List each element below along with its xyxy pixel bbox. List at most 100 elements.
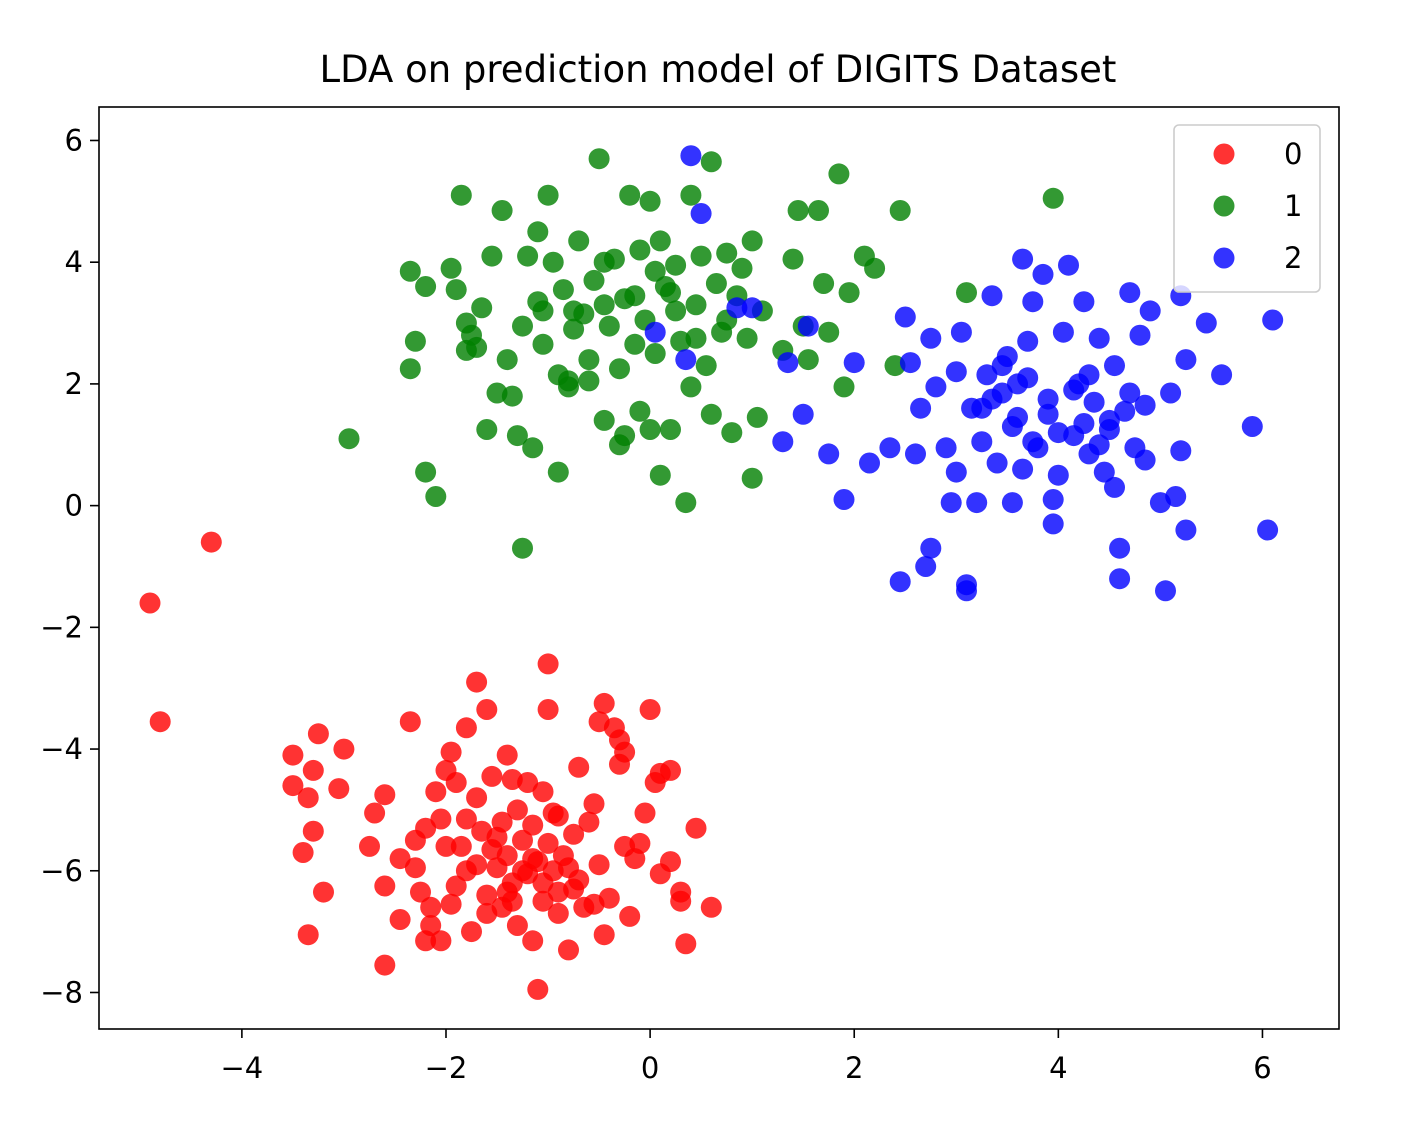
point-series-0 bbox=[440, 741, 462, 763]
point-series-0 bbox=[476, 902, 498, 924]
point-series-2 bbox=[1109, 568, 1131, 590]
point-series-1 bbox=[639, 190, 661, 212]
point-series-1 bbox=[578, 370, 600, 392]
point-series-0 bbox=[389, 909, 411, 930]
point-series-0 bbox=[634, 802, 656, 824]
point-series-0 bbox=[670, 890, 692, 912]
point-series-2 bbox=[680, 145, 702, 167]
point-series-1 bbox=[833, 376, 855, 398]
point-series-2 bbox=[945, 361, 967, 383]
point-series-2 bbox=[1134, 449, 1156, 471]
point-series-2 bbox=[797, 315, 819, 337]
point-series-2 bbox=[915, 556, 937, 577]
point-series-2 bbox=[1129, 324, 1151, 346]
point-series-1 bbox=[517, 245, 539, 267]
plot-frame bbox=[98, 106, 1340, 1030]
point-series-1 bbox=[614, 425, 636, 447]
point-series-0 bbox=[445, 875, 467, 897]
point-series-2 bbox=[741, 297, 763, 319]
point-series-1 bbox=[787, 200, 809, 221]
point-series-0 bbox=[435, 835, 457, 857]
y-tick-label: 4 bbox=[65, 245, 83, 279]
point-series-1 bbox=[644, 260, 666, 282]
point-series-0 bbox=[410, 881, 431, 903]
point-series-2 bbox=[1007, 373, 1028, 395]
point-series-2 bbox=[905, 443, 926, 465]
point-series-0 bbox=[639, 699, 661, 720]
point-series-1 bbox=[609, 358, 630, 380]
point-series-2 bbox=[1165, 486, 1187, 507]
point-series-2 bbox=[1175, 519, 1197, 541]
point-series-2 bbox=[956, 580, 977, 602]
point-series-0 bbox=[558, 857, 579, 879]
point-series-1 bbox=[746, 406, 768, 428]
point-series-2 bbox=[950, 321, 972, 343]
point-series-1 bbox=[563, 300, 585, 322]
point-series-2 bbox=[1119, 282, 1141, 304]
point-series-0 bbox=[297, 787, 319, 809]
point-series-1 bbox=[956, 282, 977, 304]
point-series-0 bbox=[466, 671, 488, 693]
legend-label-1: 1 bbox=[1284, 189, 1302, 223]
point-series-1 bbox=[445, 279, 467, 301]
point-series-1 bbox=[624, 285, 646, 307]
point-series-0 bbox=[399, 711, 421, 733]
point-series-1 bbox=[665, 254, 687, 276]
point-series-1 bbox=[1042, 187, 1064, 209]
series-2 bbox=[644, 145, 1284, 602]
chart-title: LDA on prediction model of DIGITS Datase… bbox=[320, 48, 1117, 91]
point-series-1 bbox=[476, 419, 498, 440]
point-series-0 bbox=[404, 829, 426, 851]
point-series-2 bbox=[843, 352, 865, 374]
point-series-0 bbox=[328, 778, 350, 800]
point-series-2 bbox=[889, 571, 911, 593]
legend-label-0: 0 bbox=[1284, 137, 1302, 171]
point-series-0 bbox=[578, 811, 600, 833]
point-series-0 bbox=[359, 835, 380, 857]
legend-marker-0 bbox=[1213, 143, 1235, 165]
point-series-2 bbox=[833, 489, 855, 510]
point-series-1 bbox=[415, 276, 437, 297]
point-series-1 bbox=[583, 269, 605, 291]
point-series-0 bbox=[537, 653, 559, 675]
y-tick-label: −4 bbox=[40, 732, 83, 766]
point-series-0 bbox=[506, 799, 528, 821]
point-series-0 bbox=[532, 890, 554, 912]
y-tick-label: 6 bbox=[65, 123, 83, 157]
point-series-2 bbox=[1211, 364, 1233, 386]
point-series-2 bbox=[910, 397, 932, 419]
point-series-1 bbox=[736, 327, 758, 349]
point-series-1 bbox=[624, 333, 646, 355]
point-series-0 bbox=[532, 872, 554, 894]
point-series-0 bbox=[568, 756, 590, 778]
point-series-2 bbox=[986, 452, 1008, 474]
point-series-1 bbox=[818, 321, 840, 343]
legend-marker-2 bbox=[1213, 247, 1235, 269]
point-series-1 bbox=[619, 184, 641, 206]
point-series-2 bbox=[1088, 327, 1110, 349]
axes-layer: −4 −2 0 2 4 6 −8 −6 −4 −2 0 2 4 6 bbox=[40, 106, 1340, 1085]
point-series-1 bbox=[639, 419, 661, 440]
point-series-1 bbox=[685, 294, 707, 316]
point-series-2 bbox=[772, 431, 794, 453]
point-series-2 bbox=[1047, 422, 1069, 444]
point-series-0 bbox=[501, 890, 523, 912]
point-series-1 bbox=[808, 200, 829, 221]
point-series-1 bbox=[838, 282, 860, 304]
point-series-1 bbox=[466, 336, 488, 358]
point-series-0 bbox=[542, 802, 564, 824]
point-series-1 bbox=[675, 492, 697, 514]
point-series-2 bbox=[1037, 403, 1059, 425]
point-series-0 bbox=[660, 759, 681, 781]
point-series-2 bbox=[1134, 394, 1156, 416]
point-series-1 bbox=[506, 425, 528, 447]
point-series-1 bbox=[649, 464, 671, 486]
point-series-2 bbox=[1083, 391, 1105, 413]
point-series-2 bbox=[1170, 440, 1192, 462]
point-series-2 bbox=[1058, 254, 1079, 276]
point-series-0 bbox=[425, 781, 447, 803]
point-series-2 bbox=[1088, 434, 1110, 456]
legend: 0 1 2 bbox=[1173, 124, 1321, 293]
point-series-1 bbox=[532, 300, 554, 322]
